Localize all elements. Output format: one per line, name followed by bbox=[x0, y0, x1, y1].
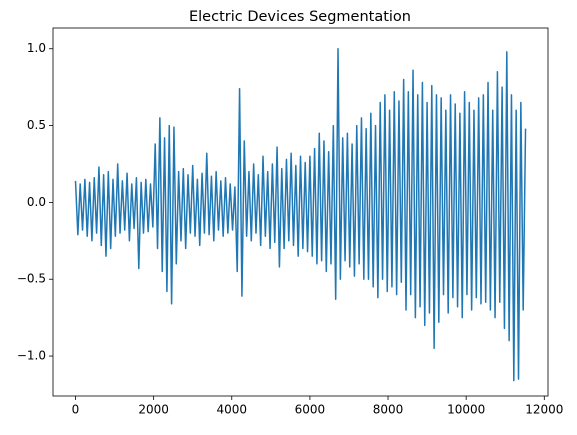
x-tick-label: 2000 bbox=[138, 403, 169, 417]
y-tick-label: −0.5 bbox=[17, 272, 46, 286]
plot-frame bbox=[52, 27, 549, 397]
x-tick-label: 4000 bbox=[216, 403, 247, 417]
x-tick-label: 0 bbox=[72, 403, 80, 417]
x-tick-label: 10000 bbox=[447, 403, 485, 417]
x-tick-label: 8000 bbox=[373, 403, 404, 417]
y-tick-label: 0.0 bbox=[27, 195, 46, 209]
chart-title: Electric Devices Segmentation bbox=[189, 9, 411, 25]
data-line bbox=[74, 47, 527, 382]
y-tick-label: 0.5 bbox=[27, 118, 46, 132]
y-tick-label: −1.0 bbox=[17, 349, 46, 363]
y-tick-label: 1.0 bbox=[27, 41, 46, 55]
x-tick-label: 12000 bbox=[525, 403, 563, 417]
x-tick-label: 6000 bbox=[295, 403, 326, 417]
